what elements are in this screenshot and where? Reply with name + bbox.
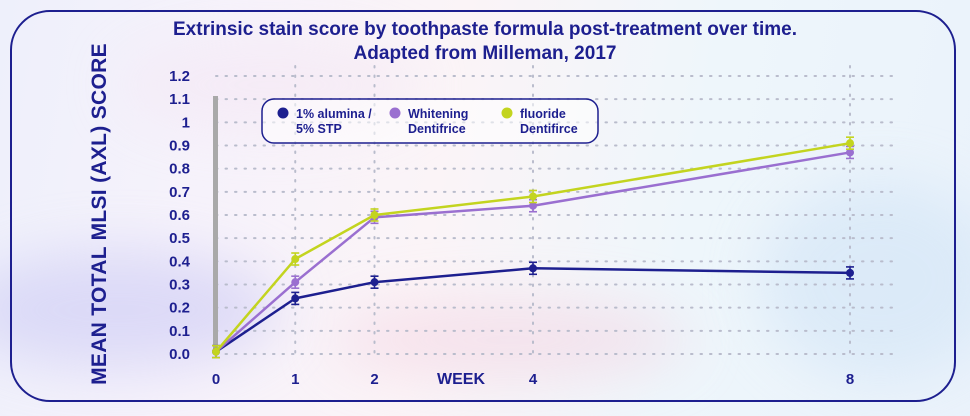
- legend-label: 5% STP: [296, 122, 342, 136]
- data-point: [212, 347, 220, 356]
- legend-label: Dentifrice: [408, 122, 466, 136]
- x-tick-label: 0: [212, 371, 220, 388]
- y-tick-label: 0.7: [169, 184, 190, 201]
- x-tick-label: 4: [529, 371, 538, 388]
- x-tick-label: 2: [370, 371, 378, 388]
- y-axis: 0.0 0.1 0.2 0.3 0.4 0.5 0.6 0.7 0.8 0.9 1 1.1 1.2: [169, 68, 218, 363]
- y-tick-label: 0.5: [169, 230, 190, 247]
- data-point: [291, 255, 300, 264]
- x-tick-label: 8: [846, 371, 854, 388]
- x-axis-label: WEEK: [437, 371, 485, 388]
- y-tick-label: 0.2: [169, 300, 190, 317]
- legend-marker: [389, 107, 401, 119]
- data-point: [291, 278, 300, 287]
- data-point: [529, 264, 537, 273]
- data-point: [370, 211, 379, 219]
- background-glow: [0, 250, 280, 370]
- data-point: [846, 148, 854, 157]
- legend-label: Dentifirce: [520, 122, 578, 136]
- y-tick-label: 0.6: [169, 207, 190, 224]
- data-point: [370, 278, 379, 287]
- chart-card: [10, 10, 956, 402]
- legend-box: [261, 98, 599, 144]
- legend-label: fluoride: [520, 107, 566, 121]
- y-tick-label: 0.4: [169, 253, 191, 270]
- y-tick-label: 0.1: [169, 323, 190, 340]
- background-glow: [330, 300, 690, 380]
- legend-marker: [501, 107, 513, 119]
- legend-marker: [277, 107, 289, 119]
- y-tick-label: 0.9: [169, 138, 190, 155]
- data-point: [529, 201, 537, 210]
- chart-title: Extrinsic stain score by toothpaste form…: [0, 18, 970, 66]
- data-series: [212, 136, 854, 359]
- legend-label: Whitening: [408, 107, 468, 121]
- x-axis: 0 1 2 4 8: [212, 371, 854, 388]
- legend-label: 1% alumina /: [296, 107, 372, 121]
- y-tick-label: 1.1: [169, 91, 190, 108]
- y-axis-line: [213, 96, 218, 354]
- chart-title-line-2: Adapted from Milleman, 2017: [353, 43, 617, 64]
- chart-title-line-1: Extrinsic stain score by toothpaste form…: [173, 19, 797, 40]
- data-point: [529, 192, 537, 201]
- y-tick-label: 1.2: [169, 68, 190, 85]
- y-tick-label: 0.3: [169, 277, 190, 294]
- x-tick-label: 1: [291, 371, 299, 388]
- data-point: [291, 294, 300, 303]
- y-tick-label: 1: [182, 114, 190, 131]
- series-2: [212, 136, 854, 359]
- data-point: [846, 268, 854, 277]
- series-line: [215, 267, 851, 353]
- y-tick-label: 0.8: [169, 161, 190, 178]
- y-tick-label: 0.0: [169, 346, 190, 363]
- data-point: [846, 139, 854, 148]
- background-glow: [760, 180, 970, 380]
